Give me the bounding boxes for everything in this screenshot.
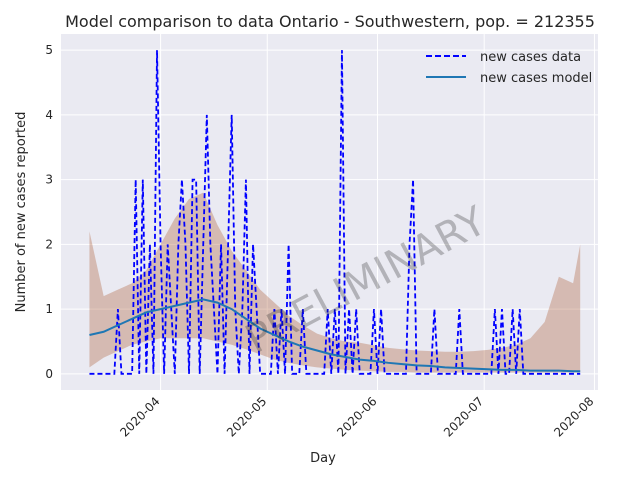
y-tick-label: 0 xyxy=(45,367,53,381)
series-lines xyxy=(89,50,581,375)
x-tick-label: 2020-08 xyxy=(551,394,596,439)
x-tick-label: 2020-04 xyxy=(117,394,162,439)
x-tick-label: 2020-07 xyxy=(441,394,486,439)
series-line-model xyxy=(89,298,581,373)
y-tick-label: 2 xyxy=(45,237,53,251)
y-tick-label: 3 xyxy=(45,173,53,187)
legend-label-model: new cases model xyxy=(480,71,592,86)
series-line-data xyxy=(89,50,581,375)
y-tick-label: 1 xyxy=(45,302,53,316)
y-tick-label: 4 xyxy=(45,108,53,122)
grid xyxy=(61,34,598,390)
x-tick-label: 2020-05 xyxy=(224,394,269,439)
ensemble-band xyxy=(89,192,581,373)
y-tick-label: 5 xyxy=(45,43,53,57)
chart-title: Model comparison to data Ontario - South… xyxy=(65,12,595,31)
legend-label-data: new cases data xyxy=(480,50,581,65)
x-axis-label: Day xyxy=(310,451,336,466)
legend: new cases data new cases model xyxy=(426,50,592,86)
x-tick-label: 2020-06 xyxy=(334,394,379,439)
y-axis-label: Number of new cases reported xyxy=(14,112,29,313)
ensemble-band-area xyxy=(89,192,581,373)
